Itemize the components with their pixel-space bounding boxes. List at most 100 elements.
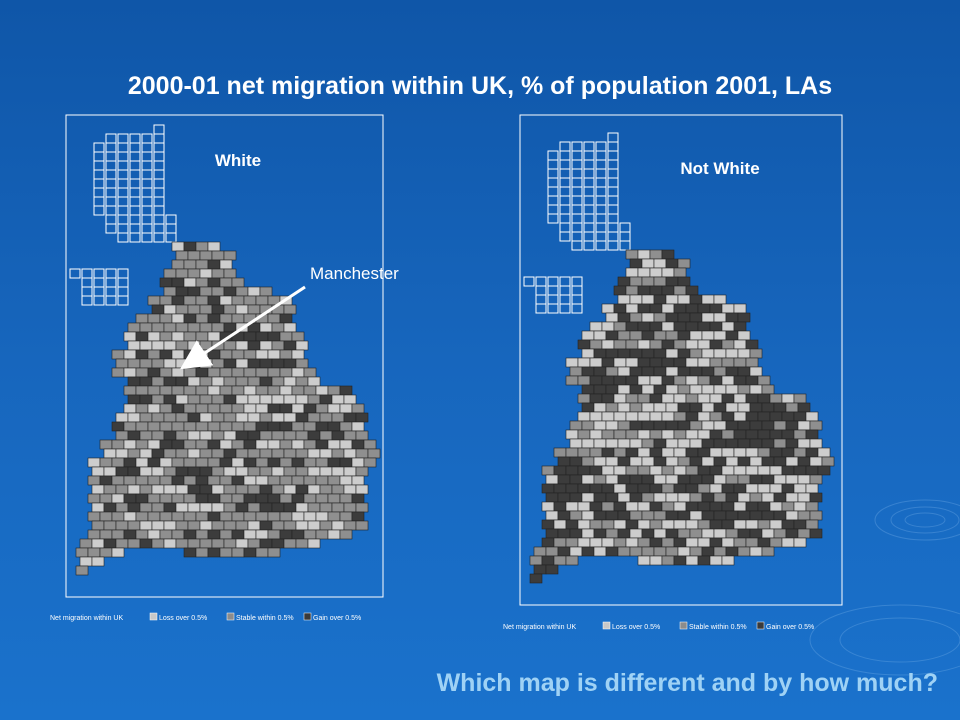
map-cell xyxy=(171,475,185,486)
map-cell xyxy=(613,429,627,440)
map-cell xyxy=(709,537,723,548)
map-cell xyxy=(689,438,703,449)
map-cell xyxy=(689,348,703,359)
map-cell xyxy=(283,502,297,513)
map-cell xyxy=(809,510,823,521)
map-cell xyxy=(725,384,739,395)
map-cell xyxy=(757,537,771,548)
map-cell xyxy=(557,492,571,503)
map-cell xyxy=(187,322,201,333)
map-cell xyxy=(749,456,763,467)
map-cell xyxy=(247,394,261,405)
map-cell xyxy=(689,330,703,341)
map-cell xyxy=(605,420,619,431)
map-cell xyxy=(307,448,321,459)
map-cell xyxy=(545,474,559,485)
map-cell xyxy=(685,447,699,458)
map-cell xyxy=(195,511,209,522)
map-cell xyxy=(689,492,703,503)
map-cell xyxy=(159,493,173,504)
map-cell xyxy=(709,393,723,404)
map-cell xyxy=(291,529,305,540)
map-cell xyxy=(653,510,667,521)
map-cell xyxy=(129,232,141,243)
map-cell xyxy=(625,267,639,278)
map-cell xyxy=(653,546,667,557)
map-cell xyxy=(259,376,273,387)
map-cell xyxy=(613,483,627,494)
map-cell xyxy=(725,456,739,467)
map-cell xyxy=(171,439,185,450)
map-cell xyxy=(541,519,555,530)
map-cell xyxy=(163,538,177,549)
map-cell xyxy=(769,429,783,440)
map-cell xyxy=(267,349,281,360)
map-cell xyxy=(641,474,655,485)
map-cell xyxy=(211,376,225,387)
map-cell xyxy=(195,529,209,540)
map-cell xyxy=(207,313,221,324)
map-cell xyxy=(267,511,281,522)
map-cell xyxy=(661,285,675,296)
map-cell xyxy=(103,466,117,477)
map-cell xyxy=(541,483,555,494)
legend-title: Net migration within UK xyxy=(50,615,123,622)
map-cell xyxy=(685,393,699,404)
map-cell xyxy=(267,367,281,378)
map-cell xyxy=(199,448,213,459)
map-cell xyxy=(541,501,555,512)
map-cell xyxy=(151,520,165,531)
map-cell xyxy=(343,520,357,531)
map-cell xyxy=(259,502,273,513)
map-cell xyxy=(91,466,105,477)
map-cell xyxy=(593,546,607,557)
map-cell xyxy=(283,430,297,441)
map-cell xyxy=(207,529,221,540)
map-cell xyxy=(793,393,807,404)
map-cell xyxy=(223,394,237,405)
map-cell xyxy=(797,438,811,449)
map-cell xyxy=(737,330,751,341)
map-cell xyxy=(653,366,667,377)
map-cell xyxy=(259,520,273,531)
map-cell xyxy=(625,501,639,512)
map-cell xyxy=(761,402,775,413)
map-cell xyxy=(701,510,715,521)
map-cell xyxy=(581,384,595,395)
map-cell xyxy=(677,456,691,467)
map-cell xyxy=(571,303,583,314)
map-cell xyxy=(673,411,687,422)
map-cell xyxy=(721,303,735,314)
map-cell xyxy=(593,492,607,503)
map-cell xyxy=(331,394,345,405)
map-cell xyxy=(175,430,189,441)
map-cell xyxy=(757,483,771,494)
map-cell xyxy=(339,511,353,522)
map-cell xyxy=(557,474,571,485)
map-cell xyxy=(661,267,675,278)
map-cell xyxy=(665,474,679,485)
map-cell xyxy=(673,465,687,476)
map-cell xyxy=(805,429,819,440)
map-cell xyxy=(725,546,739,557)
map-cell xyxy=(291,493,305,504)
map-cell xyxy=(343,466,357,477)
map-cell xyxy=(235,448,249,459)
map-cell xyxy=(769,393,783,404)
map-cell xyxy=(195,295,209,306)
map-cell xyxy=(255,493,269,504)
map-cell xyxy=(219,367,233,378)
map-cell xyxy=(195,313,209,324)
map-cell xyxy=(677,474,691,485)
map-cell xyxy=(677,348,691,359)
map-cell xyxy=(721,375,735,386)
map-cell xyxy=(617,402,631,413)
map-cell xyxy=(625,411,639,422)
map-cell xyxy=(247,538,261,549)
map-cell xyxy=(721,321,735,332)
map-cell xyxy=(307,520,321,531)
map-cell xyxy=(267,403,281,414)
map-cell xyxy=(295,412,309,423)
map-cell xyxy=(661,483,675,494)
map-cell xyxy=(211,466,225,477)
